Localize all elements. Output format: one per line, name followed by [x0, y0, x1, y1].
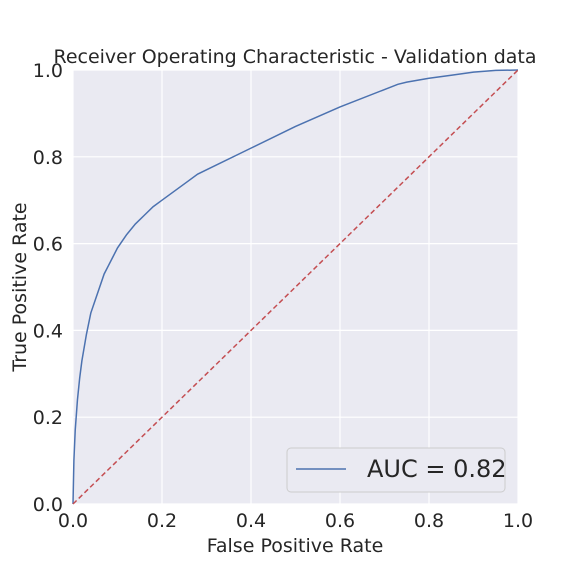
y-tick-label: 0.8 [33, 147, 63, 169]
x-tick-label: 0.4 [236, 510, 266, 532]
x-tick-label: 0.2 [147, 510, 177, 532]
plot-area [73, 70, 518, 504]
y-tick-label: 1.0 [33, 60, 63, 82]
x-axis-label: False Positive Rate [207, 535, 384, 557]
tick-labels: 0.0 0.2 0.4 0.6 0.8 1.0 0.0 0.2 0.4 0.6 0.8 1.0 [33, 60, 533, 532]
chart-title: Receiver Operating Characteristic - Vali… [53, 46, 536, 68]
legend: AUC = 0.82 [286, 447, 507, 493]
legend-label: AUC = 0.82 [367, 455, 507, 483]
grid-lines [72, 69, 519, 505]
legend-box [286, 447, 506, 493]
roc-curve-line [72, 69, 519, 505]
y-tick-label: 0.2 [33, 407, 63, 429]
x-tick-label: 0.8 [414, 510, 444, 532]
y-tick-label: 0.0 [33, 494, 63, 516]
series-group [72, 69, 519, 505]
x-tick-label: 0.0 [58, 510, 88, 532]
x-tick-label: 0.6 [325, 510, 355, 532]
y-axis-label: True Positive Rate [9, 202, 31, 372]
y-tick-label: 0.4 [33, 320, 63, 342]
x-tick-label: 1.0 [503, 510, 533, 532]
y-tick-label: 0.6 [33, 234, 63, 256]
